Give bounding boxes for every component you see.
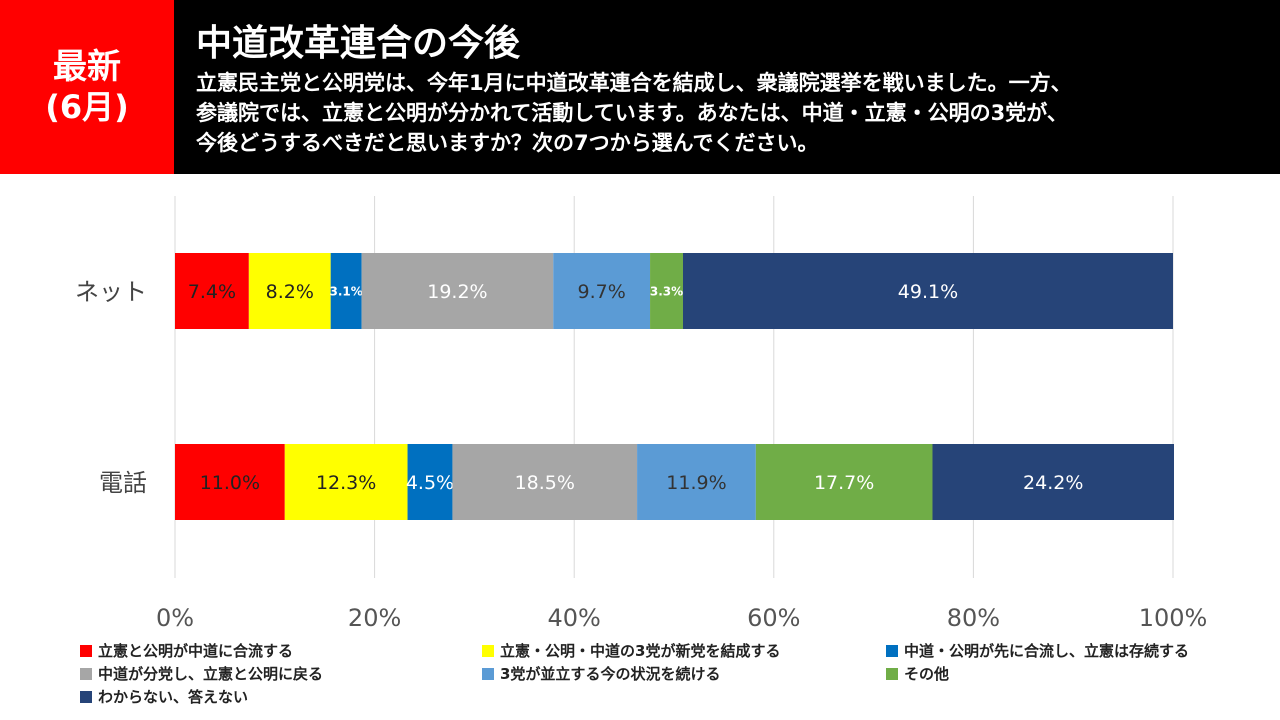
legend-swatch	[80, 690, 92, 703]
legend-swatch	[80, 644, 92, 657]
bar-segment	[682, 253, 1173, 329]
bar-segment	[553, 253, 651, 329]
legend-swatch	[886, 644, 898, 657]
stacked-bar-chart: 0% 20% 40% 60% 80% 100% ネット 7.4% 8.2% 3.1% 19.2% 9.…	[75, 196, 1208, 632]
legend-item: 中道・公明が先に合流し、立憲は存続する	[886, 640, 1189, 661]
data-label: 49.1%	[898, 281, 958, 303]
legend-swatch	[482, 644, 494, 657]
data-label: 11.0%	[200, 472, 260, 494]
question-text: 立憲民主党と公明党は、今年1月に中道改革連合を結成し、衆議院選挙を戦いました。一…	[196, 68, 1256, 158]
bar-segment	[284, 444, 408, 520]
bar-segment	[175, 444, 285, 520]
data-label: 4.5%	[406, 472, 454, 494]
data-label: 9.7%	[578, 281, 626, 303]
legend-label: わからない、答えない	[98, 688, 249, 706]
legend-item: わからない、答えない	[80, 686, 248, 707]
bar-segment	[330, 253, 362, 329]
x-tick-label: 60%	[747, 604, 800, 632]
data-label: 24.2%	[1023, 472, 1083, 494]
bar-segment	[650, 253, 683, 329]
x-tick-label: 80%	[947, 604, 1000, 632]
legend-label: 中道・公明が先に合流し、立憲は存続する	[904, 642, 1190, 660]
bar-segment	[755, 444, 933, 520]
bar-segment	[932, 444, 1174, 520]
bar-segment	[407, 444, 453, 520]
legend-label: 立憲と公明が中道に合流する	[98, 642, 294, 660]
data-label: 19.2%	[427, 281, 487, 303]
data-label: 11.9%	[666, 472, 726, 494]
category-label: 電話	[99, 469, 147, 497]
legend-swatch	[80, 667, 92, 680]
legend-label: 立憲・公明・中道の3党が新党を結成する	[500, 642, 781, 660]
legend-item: 3党が並立する今の状況を続ける	[482, 663, 720, 684]
x-tick-label: 100%	[1139, 604, 1208, 632]
question-line-2: 参議院では、立憲と公明が分かれて活動しています。あなたは、中道・立憲・公明の3党…	[196, 101, 1068, 125]
data-label: 18.5%	[515, 472, 575, 494]
data-label: 17.7%	[814, 472, 874, 494]
badge-line-1: 最新	[53, 47, 121, 87]
legend-item: その他	[886, 663, 949, 684]
bar-segment	[248, 253, 331, 329]
bar-segment	[361, 253, 554, 329]
badge-line-2: (6月)	[45, 88, 129, 126]
x-tick-label: 0%	[156, 604, 194, 632]
legend-swatch	[482, 667, 494, 680]
bar-segment	[452, 444, 638, 520]
question-line-1: 立憲民主党と公明党は、今年1月に中道改革連合を結成し、衆議院選挙を戦いました。一…	[196, 71, 1072, 95]
category-label: ネット	[75, 278, 147, 306]
bar-segment	[175, 253, 249, 329]
data-label: 3.1%	[330, 284, 363, 298]
data-label: 12.3%	[316, 472, 376, 494]
data-label: 8.2%	[266, 281, 314, 303]
legend-item: 立憲と公明が中道に合流する	[80, 640, 293, 661]
page-title: 中道改革連合の今後	[196, 23, 521, 64]
legend-item: 立憲・公明・中道の3党が新党を結成する	[482, 640, 780, 661]
legend-item: 中道が分党し、立憲と公明に戻る	[80, 663, 323, 684]
question-line-3: 今後どうするべきだと思いますか？次の7つから選んでください。	[196, 131, 819, 155]
legend-label: その他	[904, 665, 950, 683]
latest-badge: 最新 (6月)	[0, 0, 174, 174]
data-label: 3.3%	[650, 284, 683, 298]
header-bar	[0, 0, 1280, 174]
x-tick-label: 40%	[548, 604, 601, 632]
data-label: 7.4%	[188, 281, 236, 303]
legend-swatch	[886, 667, 898, 680]
legend-label: 中道が分党し、立憲と公明に戻る	[98, 665, 324, 683]
legend-label: 3党が並立する今の状況を続ける	[500, 665, 721, 683]
x-tick-label: 20%	[348, 604, 401, 632]
bar-segment	[637, 444, 756, 520]
